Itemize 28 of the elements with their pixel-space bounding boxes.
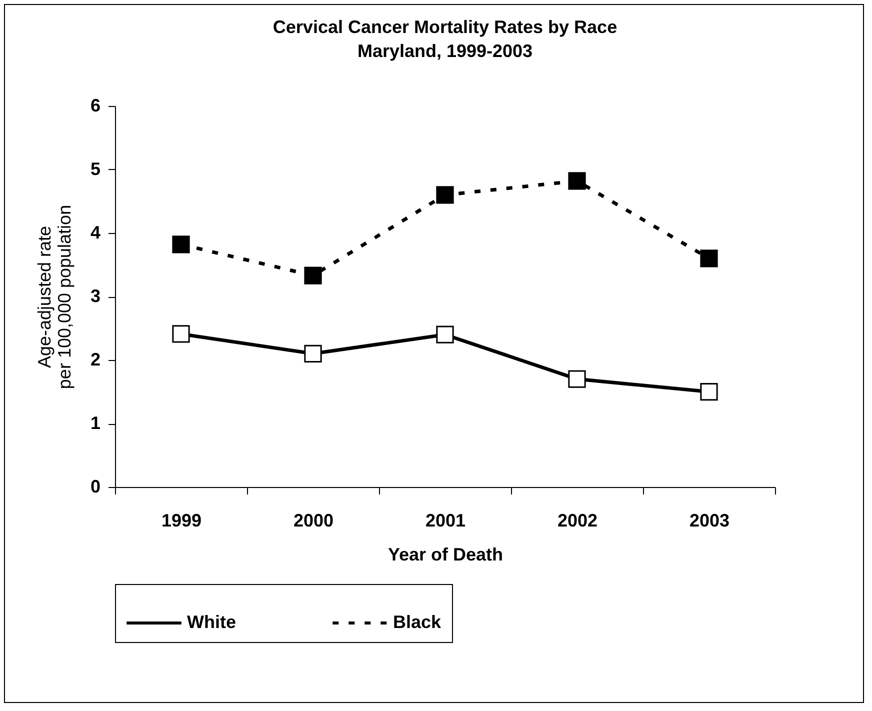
x-tick-label: 1999	[161, 510, 202, 530]
x-tick-label: 2002	[557, 510, 598, 530]
x-tick-label: 2001	[425, 510, 466, 530]
point	[172, 236, 190, 254]
x-axis-title: Year of Death	[388, 544, 504, 564]
y-tick-label: 5	[90, 159, 100, 179]
point	[568, 370, 586, 388]
y-tick-label: 1	[90, 413, 100, 433]
x-tick-label: 2000	[293, 510, 334, 530]
point	[436, 186, 454, 204]
legend-label: White	[187, 612, 236, 632]
y-tick-label: 2	[90, 350, 100, 370]
point	[568, 172, 586, 190]
point	[700, 250, 718, 268]
legend-label: Black	[393, 612, 442, 632]
point	[304, 344, 322, 362]
y-tick-label: 3	[90, 286, 100, 306]
point	[436, 326, 454, 344]
point	[172, 325, 190, 343]
y-tick-label: 4	[90, 222, 100, 242]
point	[700, 382, 718, 401]
chart-title: Cervical Cancer Mortality Rates by Race	[272, 17, 618, 37]
chart-subtitle: Maryland, 1999-2003	[357, 41, 533, 61]
point	[304, 266, 322, 284]
y-tick-label: 0	[90, 476, 100, 496]
y-tick-label: 6	[90, 96, 100, 116]
x-tick-label: 2003	[689, 510, 730, 530]
y-axis-title: Age-adjusted rate per 100,000 population	[34, 204, 74, 390]
